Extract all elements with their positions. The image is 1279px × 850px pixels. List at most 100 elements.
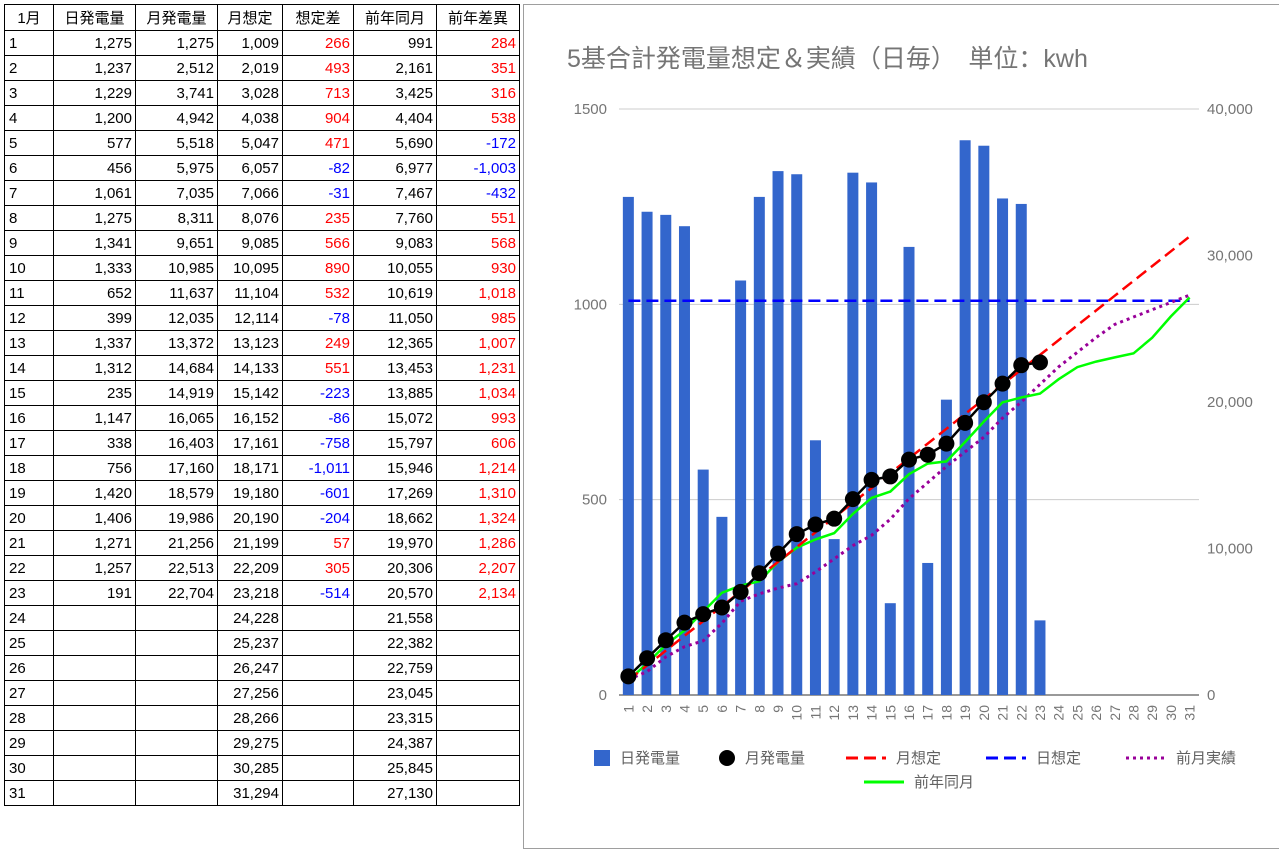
table-cell[interactable]: 1,271 <box>53 530 136 556</box>
table-cell[interactable]: 18,662 <box>353 505 437 531</box>
day-cell[interactable]: 9 <box>4 230 54 256</box>
table-cell[interactable]: 9,085 <box>217 230 283 256</box>
table-cell[interactable]: 1,147 <box>53 405 136 431</box>
day-cell[interactable]: 11 <box>4 280 54 306</box>
table-cell[interactable]: -514 <box>282 580 354 606</box>
table-cell[interactable]: -1,011 <box>282 455 354 481</box>
table-cell[interactable]: 18,579 <box>135 480 218 506</box>
table-cell[interactable]: -223 <box>282 380 354 406</box>
table-cell[interactable]: 1,310 <box>436 480 520 506</box>
table-cell[interactable]: 15,142 <box>217 380 283 406</box>
table-cell[interactable] <box>282 755 354 781</box>
table-cell[interactable]: 19,180 <box>217 480 283 506</box>
table-cell[interactable]: 652 <box>53 280 136 306</box>
table-cell[interactable]: 2,512 <box>135 55 218 81</box>
table-cell[interactable]: 532 <box>282 280 354 306</box>
table-cell[interactable]: 6,977 <box>353 155 437 181</box>
table-cell[interactable] <box>135 630 218 656</box>
table-cell[interactable]: 1,229 <box>53 80 136 106</box>
table-cell[interactable]: 9,651 <box>135 230 218 256</box>
table-cell[interactable]: 5,975 <box>135 155 218 181</box>
table-cell[interactable]: 14,684 <box>135 355 218 381</box>
table-cell[interactable]: 493 <box>282 55 354 81</box>
day-cell[interactable]: 8 <box>4 205 54 231</box>
table-cell[interactable] <box>436 680 520 706</box>
table-cell[interactable]: 7,467 <box>353 180 437 206</box>
table-cell[interactable]: 10,985 <box>135 255 218 281</box>
table-cell[interactable]: 1,231 <box>436 355 520 381</box>
table-cell[interactable]: 10,095 <box>217 255 283 281</box>
table-cell[interactable]: 12,114 <box>217 305 283 331</box>
table-cell[interactable]: 12,035 <box>135 305 218 331</box>
table-cell[interactable]: 57 <box>282 530 354 556</box>
table-cell[interactable]: 5,518 <box>135 130 218 156</box>
table-cell[interactable]: 1,009 <box>217 30 283 56</box>
table-cell[interactable] <box>436 755 520 781</box>
table-cell[interactable]: 890 <box>282 255 354 281</box>
table-cell[interactable]: 27,130 <box>353 780 437 806</box>
table-cell[interactable]: 1,275 <box>135 30 218 56</box>
table-cell[interactable]: 17,161 <box>217 430 283 456</box>
table-cell[interactable]: 17,269 <box>353 480 437 506</box>
table-cell[interactable]: 3,425 <box>353 80 437 106</box>
table-cell[interactable]: -758 <box>282 430 354 456</box>
table-cell[interactable]: 7,066 <box>217 180 283 206</box>
table-cell[interactable] <box>135 655 218 681</box>
table-cell[interactable]: 27,256 <box>217 680 283 706</box>
table-cell[interactable]: 1,200 <box>53 105 136 131</box>
table-cell[interactable]: 30,285 <box>217 755 283 781</box>
table-cell[interactable]: 24,228 <box>217 605 283 631</box>
day-cell[interactable]: 21 <box>4 530 54 556</box>
table-cell[interactable]: 1,333 <box>53 255 136 281</box>
table-cell[interactable]: 991 <box>353 30 437 56</box>
table-cell[interactable]: -31 <box>282 180 354 206</box>
table-cell[interactable] <box>436 655 520 681</box>
day-cell[interactable]: 1 <box>4 30 54 56</box>
table-cell[interactable]: 904 <box>282 105 354 131</box>
header-cell[interactable]: 月発電量 <box>135 4 218 31</box>
table-cell[interactable]: 930 <box>436 255 520 281</box>
table-cell[interactable]: 14,133 <box>217 355 283 381</box>
day-cell[interactable]: 31 <box>4 780 54 806</box>
day-cell[interactable]: 7 <box>4 180 54 206</box>
table-cell[interactable]: 1,214 <box>436 455 520 481</box>
day-cell[interactable]: 3 <box>4 80 54 106</box>
table-cell[interactable]: 399 <box>53 305 136 331</box>
header-cell[interactable]: 想定差 <box>282 4 354 31</box>
table-cell[interactable]: -601 <box>282 480 354 506</box>
day-cell[interactable]: 19 <box>4 480 54 506</box>
table-cell[interactable]: 6,057 <box>217 155 283 181</box>
table-cell[interactable]: 16,403 <box>135 430 218 456</box>
table-cell[interactable]: 316 <box>436 80 520 106</box>
day-cell[interactable]: 18 <box>4 455 54 481</box>
table-cell[interactable]: 15,946 <box>353 455 437 481</box>
day-cell[interactable]: 25 <box>4 630 54 656</box>
table-cell[interactable]: 22,382 <box>353 630 437 656</box>
header-cell[interactable]: 月想定 <box>217 4 283 31</box>
header-cell[interactable]: 日発電量 <box>53 4 136 31</box>
table-cell[interactable] <box>436 630 520 656</box>
table-cell[interactable]: -172 <box>436 130 520 156</box>
table-cell[interactable]: 1,275 <box>53 205 136 231</box>
table-cell[interactable] <box>436 730 520 756</box>
day-cell[interactable]: 12 <box>4 305 54 331</box>
table-cell[interactable]: 2,134 <box>436 580 520 606</box>
day-cell[interactable]: 30 <box>4 755 54 781</box>
table-cell[interactable]: 21,256 <box>135 530 218 556</box>
day-cell[interactable]: 22 <box>4 555 54 581</box>
table-cell[interactable]: 26,247 <box>217 655 283 681</box>
table-cell[interactable]: 17,160 <box>135 455 218 481</box>
table-cell[interactable]: 7,760 <box>353 205 437 231</box>
table-cell[interactable]: 15,797 <box>353 430 437 456</box>
day-cell[interactable]: 20 <box>4 505 54 531</box>
table-cell[interactable]: 305 <box>282 555 354 581</box>
table-cell[interactable]: 1,257 <box>53 555 136 581</box>
table-cell[interactable] <box>135 705 218 731</box>
table-cell[interactable] <box>135 730 218 756</box>
table-cell[interactable]: 21,199 <box>217 530 283 556</box>
table-cell[interactable]: 351 <box>436 55 520 81</box>
table-cell[interactable] <box>282 630 354 656</box>
table-cell[interactable] <box>53 780 136 806</box>
day-cell[interactable]: 10 <box>4 255 54 281</box>
table-cell[interactable]: 568 <box>436 230 520 256</box>
